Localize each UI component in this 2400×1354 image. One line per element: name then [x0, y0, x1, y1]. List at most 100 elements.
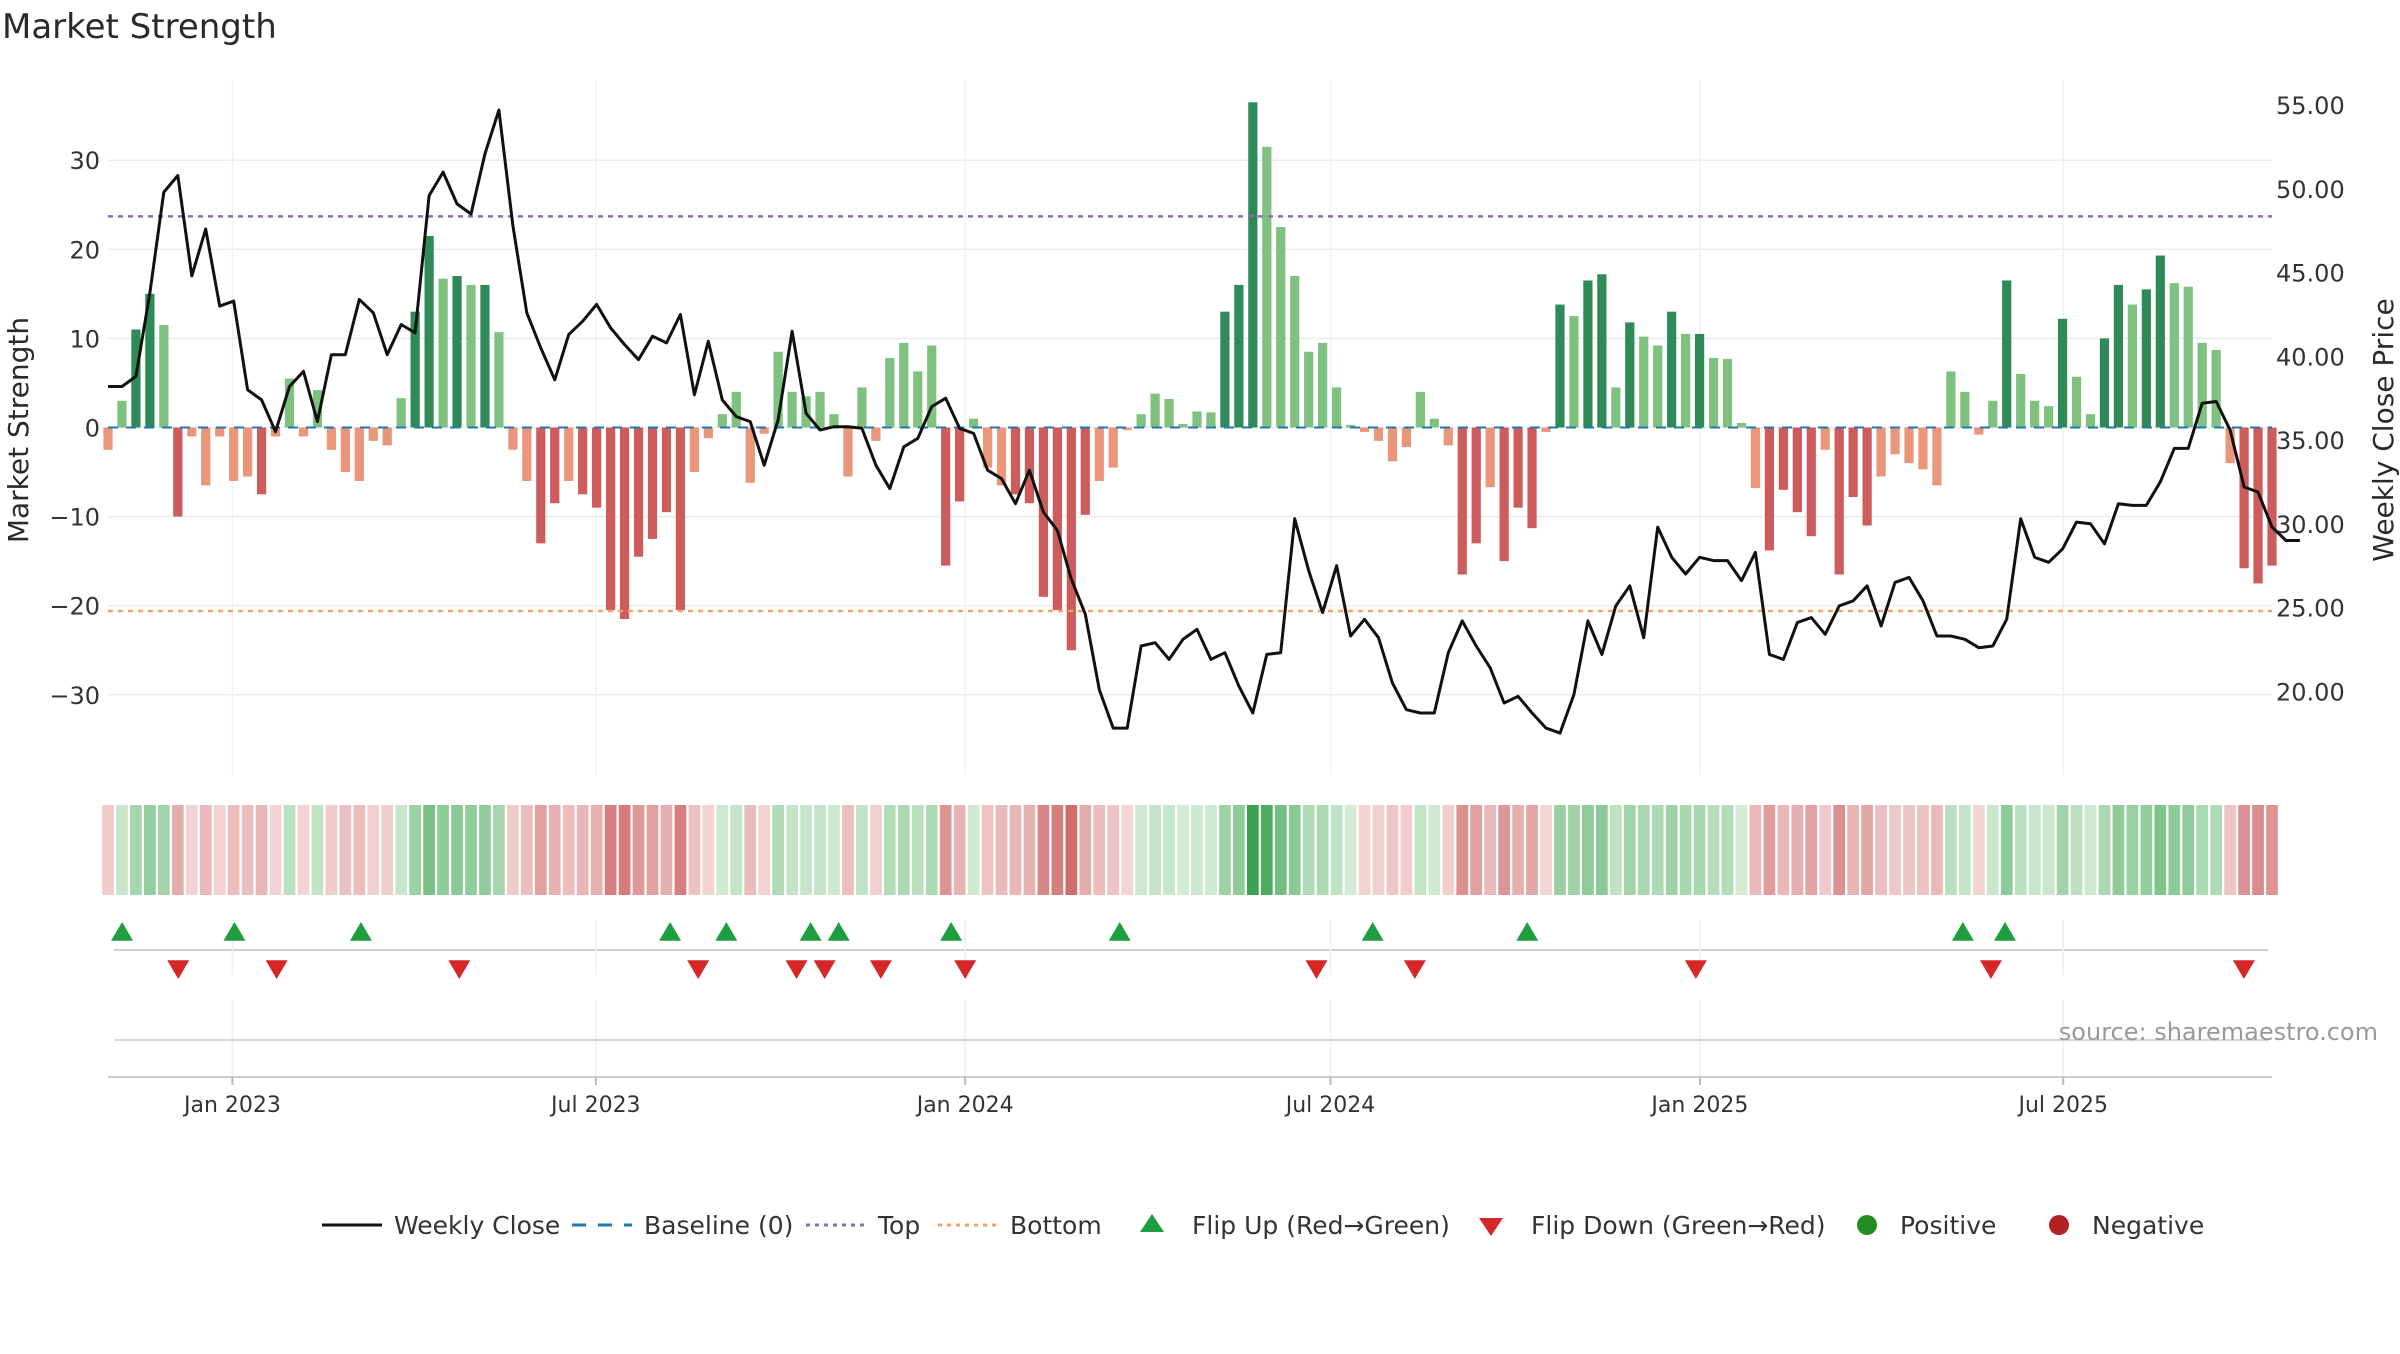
strip-cell: [116, 805, 128, 895]
flip-down-marker: [1979, 960, 2002, 979]
strength-bar: [1276, 227, 1286, 428]
strength-bar: [396, 398, 406, 428]
strength-bar: [1806, 427, 1816, 537]
flip-up-marker: [349, 922, 372, 941]
strength-bar: [885, 358, 895, 428]
strip-cell: [1903, 805, 1915, 895]
strip-cell: [1107, 805, 1120, 895]
strength-bar: [2225, 427, 2235, 464]
legend-swatch: [1857, 1215, 1877, 1235]
strength-bar: [1862, 427, 1872, 526]
strip-cell: [1568, 805, 1580, 895]
left-y-tick-label: 30: [69, 147, 100, 175]
flip-up-marker: [1361, 922, 1384, 941]
strength-bar: [647, 427, 658, 539]
strength-bar: [1667, 311, 1677, 428]
strength-bar: [1904, 427, 1914, 464]
strength-bar: [2169, 283, 2179, 428]
strength-bar: [1387, 427, 1398, 462]
strength-bar: [1220, 311, 1230, 428]
strength-bar: [2057, 318, 2068, 428]
strip-cell: [339, 805, 352, 895]
flip-down-marker: [869, 960, 892, 979]
strength-bar: [1304, 351, 1314, 428]
strip-cell: [1707, 805, 1720, 895]
strength-bar: [773, 351, 783, 428]
strip-cell: [1861, 805, 1873, 895]
strip-cell: [1945, 805, 1957, 895]
strip-cell: [144, 805, 156, 895]
strip-cell: [1609, 805, 1622, 895]
strength-bar: [968, 418, 979, 428]
strength-bar: [1974, 427, 1984, 435]
strip-cell: [758, 805, 771, 895]
flip-down-marker: [1403, 960, 1426, 979]
strip-cell: [1735, 805, 1748, 895]
legend-label: Flip Down (Green→Red): [1531, 1211, 1826, 1240]
strength-bar: [438, 278, 448, 428]
strength-bar: [619, 427, 630, 620]
strength-bar: [1290, 276, 1300, 428]
strip-cell: [1833, 805, 1846, 895]
legend-swatch: [1140, 1214, 1164, 1232]
legend: Weekly Close Baseline (0) Top Bottom Flip Up…: [322, 1211, 2204, 1240]
flip-down-marker: [785, 960, 808, 979]
strength-bar: [955, 427, 965, 502]
left-y-axis-ticks: −30 −20 −10 0 10 20 30: [49, 147, 100, 710]
flip-up-marker: [1516, 922, 1539, 941]
strip-cell: [828, 805, 840, 895]
strength-bar: [131, 329, 141, 428]
weekly-close-line: [108, 108, 2300, 735]
strip-cell: [2070, 805, 2083, 895]
strip-cell: [1819, 805, 1832, 895]
flip-down-marker: [813, 960, 836, 979]
strength-bar: [2099, 338, 2110, 428]
strength-bar: [215, 427, 225, 437]
strength-bar: [1331, 387, 1342, 428]
strength-bar: [1066, 427, 1076, 651]
strip-cell: [1386, 805, 1399, 895]
strip-cell: [185, 805, 198, 895]
strength-bar: [913, 371, 923, 428]
right-y-tick-label: 20.00: [2276, 678, 2345, 706]
flip-up-marker: [1994, 922, 2017, 941]
strength-bar: [145, 293, 155, 428]
strength-bar: [1513, 427, 1523, 508]
strength-bar: [1694, 333, 1705, 428]
strip-cell: [1009, 805, 1022, 895]
strength-bars: [103, 102, 2277, 651]
strength-bar: [1611, 387, 1621, 428]
strength-bar: [1960, 391, 1970, 428]
strength-bar: [1918, 427, 1928, 470]
strength-bar: [1122, 427, 1132, 431]
strip-cell: [1512, 805, 1524, 895]
strip-cell: [688, 805, 701, 895]
flip-down-marker: [687, 960, 710, 979]
strip-cell: [2126, 805, 2139, 895]
strength-bar: [1052, 427, 1062, 611]
strength-bar: [2127, 304, 2137, 428]
strip-cell: [730, 805, 743, 895]
strip-cell: [2014, 805, 2027, 895]
strength-bar: [424, 235, 434, 428]
strip-cell: [465, 805, 477, 895]
strip-cell: [1805, 805, 1818, 895]
strip-cell: [897, 805, 910, 895]
strength-bar: [1108, 427, 1118, 468]
strip-cell: [981, 805, 994, 895]
strip-cell: [1260, 805, 1273, 895]
legend-label: Bottom: [1010, 1211, 1102, 1240]
strength-bar: [494, 332, 504, 428]
strength-bar: [1764, 427, 1775, 551]
strip-cell: [2112, 805, 2125, 895]
strip-cell: [2042, 805, 2055, 895]
strip-cell: [1414, 805, 1427, 895]
strip-cell: [786, 805, 798, 895]
strip-cell: [1721, 805, 1734, 895]
strip-cell: [2028, 805, 2041, 895]
strength-bar: [1848, 427, 1858, 497]
strip-cell: [311, 805, 324, 895]
strip-cell: [1219, 805, 1231, 895]
right-y-tick-label: 40.00: [2276, 343, 2345, 371]
